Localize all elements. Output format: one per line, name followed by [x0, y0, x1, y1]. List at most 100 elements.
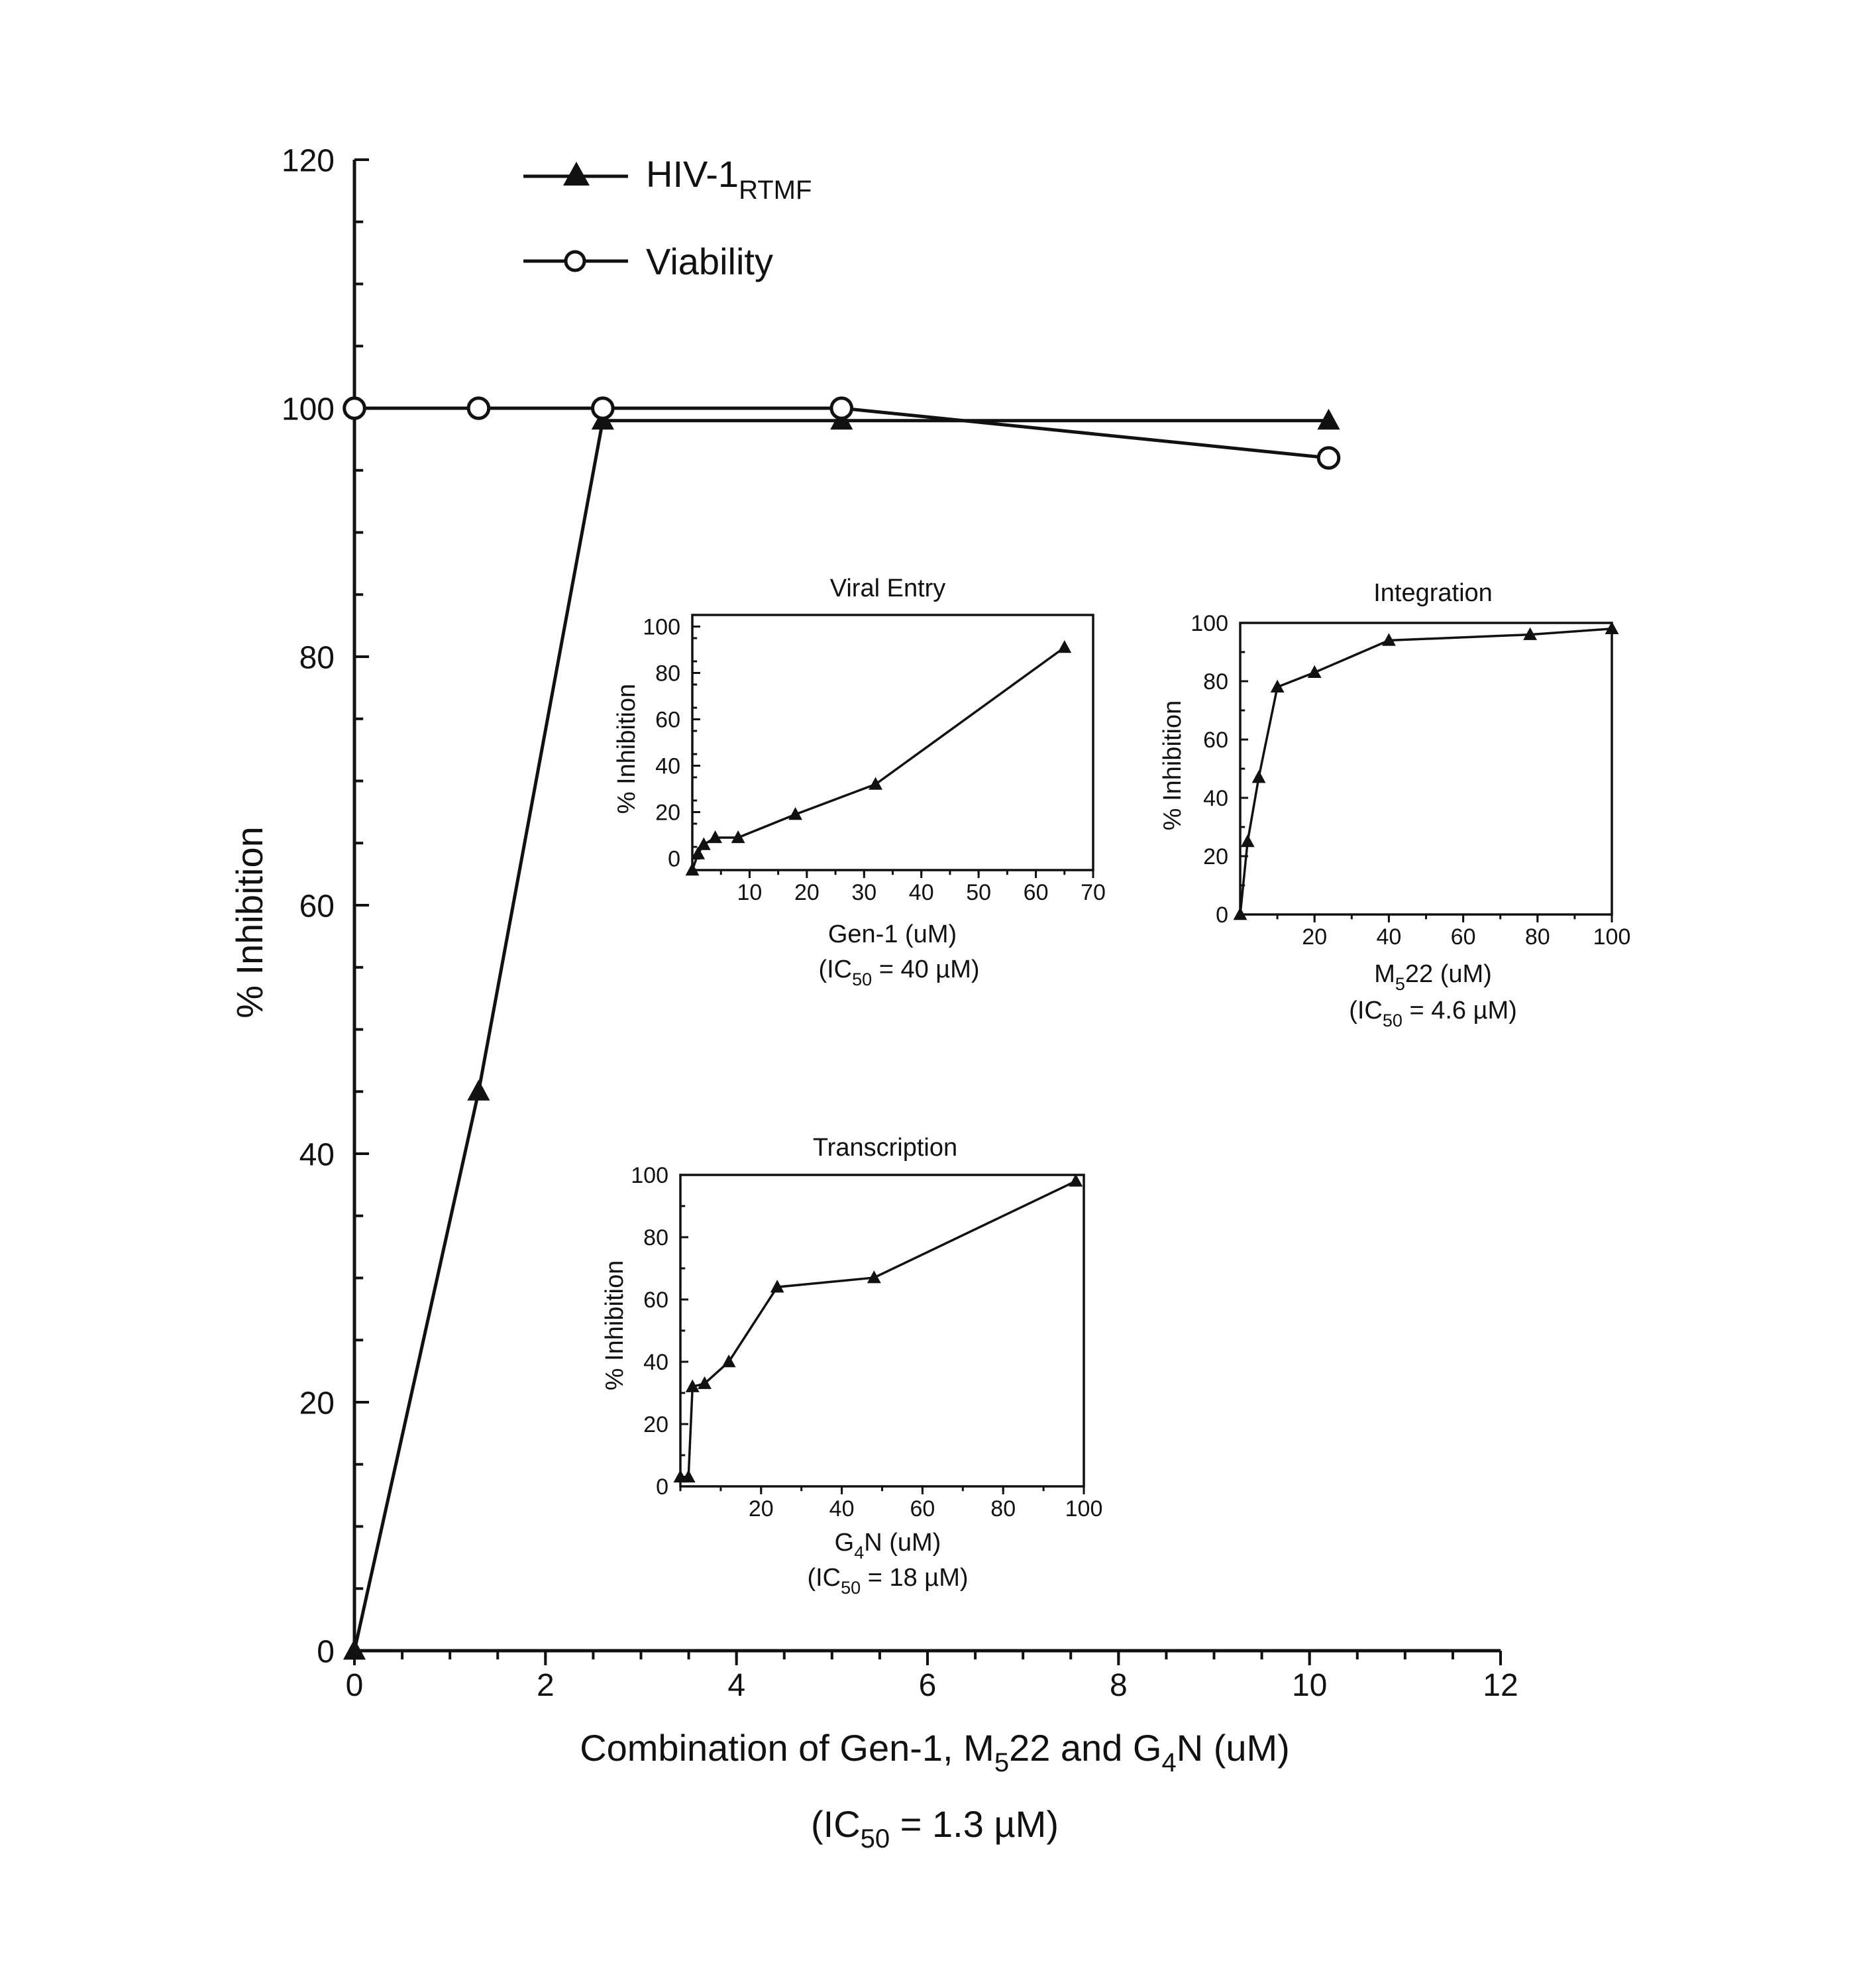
inset-transcription-series — [673, 1174, 1083, 1483]
entry-y-tick-label: 80 — [655, 661, 680, 687]
legend: HIV-1RTMF Viability — [523, 153, 812, 282]
transcription-series-0-point — [867, 1270, 881, 1284]
main-y-tick-label: 0 — [317, 1634, 335, 1669]
transcription-series-0-point — [681, 1469, 696, 1483]
legend-item-hiv: HIV-1RTMF — [523, 153, 812, 205]
main-x-tick-label: 6 — [919, 1668, 937, 1703]
integration-x-tick-label: 40 — [1376, 924, 1401, 950]
entry-x-tick-label: 60 — [1024, 880, 1049, 905]
main-x-tick-label: 4 — [727, 1668, 745, 1703]
entry-series-0-point — [1057, 640, 1072, 653]
main-x-tick-label: 0 — [346, 1668, 364, 1703]
main-series-1-point — [343, 396, 366, 420]
integration-y-tick-label: 80 — [1203, 669, 1228, 694]
inset-integration-series — [1233, 621, 1619, 920]
main-series — [343, 396, 1341, 1660]
entry-x-tick-label: 40 — [909, 880, 934, 905]
entry-x-tick-label: 10 — [737, 880, 763, 905]
inset-integration-y-label: % Inhibition — [1159, 700, 1187, 830]
entry-series-0-point — [708, 830, 723, 844]
entry-y-tick-label: 100 — [643, 615, 680, 640]
main-y-tick-label: 80 — [299, 640, 335, 675]
entry-x-tick-label: 30 — [851, 880, 876, 905]
inset-viral-entry: Viral Entry 10 20 30 40 50 60 70 0 20 40 60 80 100 %… — [613, 575, 1106, 989]
entry-series-0-point — [685, 863, 700, 876]
main-x-tick-label: 8 — [1110, 1668, 1128, 1703]
integration-y-tick-label: 40 — [1203, 786, 1228, 811]
integration-series-0-point — [1381, 633, 1396, 646]
integration-y-tick-label: 60 — [1203, 728, 1228, 753]
transcription-x-tick-label: 20 — [749, 1496, 774, 1521]
integration-x-tick-label: 60 — [1451, 924, 1476, 950]
main-series-1-point — [1316, 446, 1341, 470]
legend-item-viability: Viability — [523, 241, 773, 282]
inset-integration: Integration 20 40 60 80 100 0 20 40 60 80 100 % In… — [1159, 579, 1630, 1030]
transcription-x-tick-label: 80 — [990, 1496, 1016, 1521]
entry-series-0-point — [731, 830, 745, 844]
legend-label-hiv: HIV-1RTMF — [646, 153, 812, 205]
entry-y-tick-label: 0 — [668, 847, 680, 872]
main-x-tick-label: 12 — [1483, 1668, 1518, 1703]
inset-transcription-x-label: G4N (uM) — [835, 1529, 941, 1563]
main-series-0-point — [1317, 408, 1340, 430]
main-x-tick-label: 10 — [1292, 1668, 1327, 1703]
main-y-tick-label: 100 — [282, 392, 335, 427]
transcription-series-0-line — [680, 1180, 1077, 1478]
transcription-series-0-point — [685, 1379, 700, 1392]
transcription-x-tick-label: 40 — [829, 1496, 855, 1521]
integration-series-0-point — [1270, 679, 1285, 693]
main-y-tick-label: 40 — [299, 1137, 335, 1172]
integration-x-tick-label: 80 — [1525, 924, 1550, 950]
integration-y-tick-label: 0 — [1216, 903, 1228, 928]
inset-integration-title: Integration — [1373, 579, 1493, 607]
entry-y-tick-label: 40 — [655, 754, 680, 779]
inset-transcription-title: Transcription — [813, 1134, 957, 1162]
main-series-1-point — [829, 396, 854, 420]
entry-series-0-point — [869, 777, 883, 790]
transcription-y-tick-label: 40 — [643, 1350, 668, 1375]
integration-series-0-point — [1251, 770, 1266, 783]
main-ic50-label: (IC50 = 1.3 µM) — [811, 1803, 1059, 1853]
main-x-axis-label: Combination of Gen-1, M522 and G4N (uM) — [580, 1727, 1290, 1777]
inset-entry-y-label: % Inhibition — [613, 684, 641, 814]
inset-transcription-axes: 20 40 60 80 100 0 20 40 60 80 100 — [631, 1163, 1102, 1521]
entry-series-0-point — [691, 846, 706, 859]
main-series-0-point — [467, 1079, 490, 1101]
transcription-y-tick-label: 60 — [643, 1288, 668, 1313]
integration-series-0-point — [1233, 907, 1247, 920]
transcription-x-tick-label: 60 — [910, 1496, 935, 1521]
main-y-axis-label: % Inhibition — [229, 826, 270, 1019]
inset-entry-title: Viral Entry — [830, 575, 946, 602]
entry-y-tick-label: 20 — [655, 801, 680, 826]
main-y-tick-label: 20 — [299, 1386, 335, 1421]
main-series-1-point — [466, 396, 491, 420]
integration-x-tick-label: 20 — [1302, 924, 1327, 950]
transcription-series-0-point — [721, 1354, 736, 1368]
integration-x-tick-label: 100 — [1593, 924, 1631, 950]
inset-integration-axes: 20 40 60 80 100 0 20 40 60 80 100 — [1191, 611, 1630, 950]
entry-series-0-point — [696, 837, 711, 850]
entry-x-tick-label: 50 — [966, 880, 991, 905]
inset-transcription: Transcription 20 40 60 80 100 0 20 40 60 80 100 % … — [601, 1134, 1102, 1598]
integration-series-0-point — [1605, 621, 1619, 635]
transcription-y-tick-label: 80 — [643, 1225, 668, 1250]
legend-label-viability: Viability — [646, 241, 773, 282]
inset-entry-ic50: (IC50 = 40 µM) — [818, 956, 979, 989]
transcription-x-tick-label: 100 — [1065, 1496, 1103, 1521]
inset-integration-ic50: (IC50 = 4.6 µM) — [1349, 997, 1517, 1030]
transcription-y-tick-label: 100 — [631, 1163, 668, 1188]
main-series-1-point — [591, 396, 615, 420]
inset-entry-series — [685, 640, 1072, 876]
legend-marker-circle — [564, 250, 586, 272]
entry-x-tick-label: 70 — [1081, 880, 1106, 905]
integration-series-0-point — [1307, 665, 1322, 679]
inset-transcription-ic50: (IC50 = 18 µM) — [807, 1564, 968, 1598]
entry-x-tick-label: 20 — [794, 880, 820, 905]
main-series-0-point — [343, 1639, 366, 1660]
inset-transcription-y-label: % Inhibition — [601, 1260, 629, 1390]
main-x-tick-label: 2 — [537, 1668, 555, 1703]
entry-y-tick-label: 60 — [655, 708, 680, 733]
integration-y-tick-label: 100 — [1191, 611, 1228, 636]
